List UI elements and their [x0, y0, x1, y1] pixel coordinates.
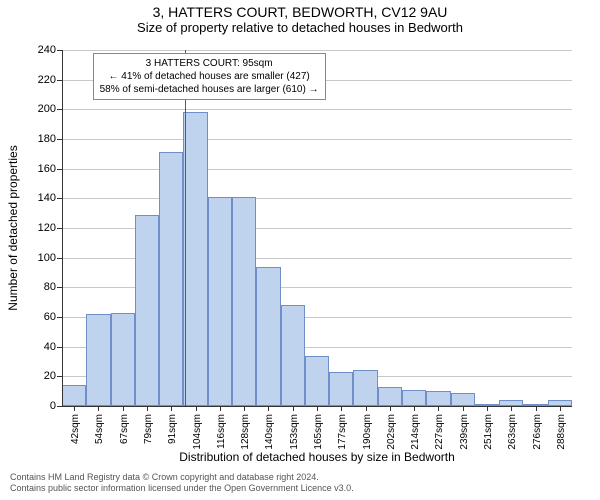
histogram-bar [135, 215, 159, 406]
x-tick-label: 190sqm [362, 414, 373, 450]
x-tick-label: 128sqm [240, 414, 251, 450]
footnote-line-2: Contains public sector information licen… [10, 483, 354, 494]
gridline [62, 169, 572, 170]
y-axis-line [62, 50, 63, 406]
histogram-bar [62, 385, 86, 406]
y-tick-label: 160 [16, 163, 56, 175]
plot-area: 3 HATTERS COURT: 95sqm← 41% of detached … [62, 50, 572, 406]
histogram-bar [378, 387, 402, 406]
x-tick-label: 42sqm [70, 414, 81, 444]
histogram-bar [183, 112, 207, 406]
y-tick-label: 140 [16, 192, 56, 204]
x-tick-label: 251sqm [483, 414, 494, 450]
y-tick-label: 120 [16, 222, 56, 234]
y-tick-label: 180 [16, 133, 56, 145]
y-tick-label: 0 [16, 400, 56, 412]
x-tick-label: 202sqm [386, 414, 397, 450]
histogram-plot: 3 HATTERS COURT: 95sqm← 41% of detached … [62, 50, 572, 406]
histogram-bar [86, 314, 110, 406]
x-tick-label: 140sqm [264, 414, 275, 450]
x-tick-label: 288sqm [556, 414, 567, 450]
y-tick-label: 20 [16, 370, 56, 382]
histogram-bar [256, 267, 280, 406]
annotation-box: 3 HATTERS COURT: 95sqm← 41% of detached … [93, 53, 326, 100]
histogram-bar [329, 372, 353, 406]
histogram-bar [208, 197, 232, 406]
y-tick-label: 100 [16, 252, 56, 264]
page-title: 3, HATTERS COURT, BEDWORTH, CV12 9AU [0, 0, 600, 20]
histogram-bar [426, 391, 450, 406]
gridline [62, 139, 572, 140]
histogram-bar [111, 313, 135, 406]
x-tick-label: 177sqm [337, 414, 348, 450]
y-tick-label: 240 [16, 44, 56, 56]
y-tick-label: 40 [16, 341, 56, 353]
y-tick-label: 80 [16, 281, 56, 293]
histogram-bar [281, 305, 305, 406]
y-tick-label: 60 [16, 311, 56, 323]
annotation-line: ← 41% of detached houses are smaller (42… [100, 70, 319, 83]
x-tick-label: 79sqm [143, 414, 154, 444]
x-tick-label: 153sqm [289, 414, 300, 450]
x-tick-label: 91sqm [167, 414, 178, 444]
footnote: Contains HM Land Registry data © Crown c… [10, 472, 354, 494]
annotation-line: 3 HATTERS COURT: 95sqm [100, 57, 319, 70]
histogram-bar [353, 370, 377, 406]
reference-marker-line [185, 50, 186, 406]
x-tick-label: 67sqm [119, 414, 130, 444]
x-tick-label: 214sqm [410, 414, 421, 450]
annotation-line: 58% of semi-detached houses are larger (… [100, 83, 319, 96]
chart-subtitle: Size of property relative to detached ho… [0, 20, 600, 39]
x-tick-label: 104sqm [192, 414, 203, 450]
histogram-bar [305, 356, 329, 406]
x-axis-line [62, 406, 572, 407]
gridline [62, 109, 572, 110]
chart-container: 3, HATTERS COURT, BEDWORTH, CV12 9AU Siz… [0, 0, 600, 500]
gridline [62, 198, 572, 199]
histogram-bar [232, 197, 256, 406]
histogram-bar [159, 152, 183, 406]
x-axis-label: Distribution of detached houses by size … [62, 450, 572, 464]
x-tick-label: 276sqm [532, 414, 543, 450]
histogram-bar [402, 390, 426, 406]
x-tick-label: 227sqm [434, 414, 445, 450]
x-tick-label: 263sqm [507, 414, 518, 450]
x-tick-label: 165sqm [313, 414, 324, 450]
x-tick-label: 54sqm [94, 414, 105, 444]
histogram-bar [451, 393, 475, 406]
gridline [62, 50, 572, 51]
x-tick-label: 116sqm [216, 414, 227, 449]
y-tick-label: 200 [16, 103, 56, 115]
y-tick-label: 220 [16, 74, 56, 86]
footnote-line-1: Contains HM Land Registry data © Crown c… [10, 472, 354, 483]
x-tick-label: 239sqm [459, 414, 470, 450]
